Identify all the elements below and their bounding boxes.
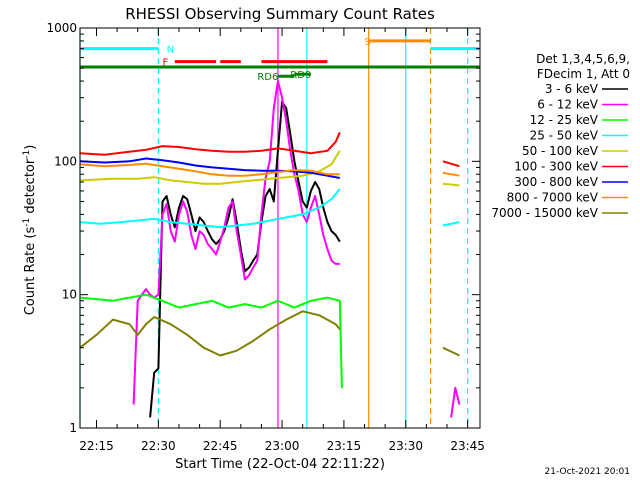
series-line-8-seg-1 bbox=[442, 346, 460, 357]
x-tick-label-1: 22:30 bbox=[141, 439, 176, 453]
series-line-0-seg-0 bbox=[149, 100, 341, 418]
legend-label-6: 300 - 800 keV bbox=[514, 175, 598, 189]
chart-title: RHESSI Observing Summary Count Rates bbox=[125, 5, 435, 23]
legend: Det 1,3,4,5,6,9, FDecim 1, Att 0 3 - 6 k… bbox=[491, 52, 630, 220]
legend-label-7: 800 - 7000 keV bbox=[507, 191, 599, 205]
series-line-4-seg-1 bbox=[442, 182, 460, 187]
x-tick-label-6: 23:45 bbox=[450, 439, 485, 453]
state-bar-label-5: RD6 bbox=[257, 72, 278, 83]
x-axis: 22:15 22:30 22:45 23:00 23:15 23:30 23:45 bbox=[79, 28, 485, 453]
legend-label-2: 12 - 25 keV bbox=[530, 113, 599, 127]
state-bar-label-3: F bbox=[162, 58, 168, 69]
series-line-5-seg-0 bbox=[79, 131, 341, 156]
plot-area: N S F RD6 RD9 bbox=[79, 28, 480, 428]
y-tick-label-1: 10 bbox=[62, 288, 77, 302]
plot-frame bbox=[79, 27, 481, 429]
legend-label-8: 7000 - 15000 keV bbox=[491, 206, 598, 220]
legend-label-4: 50 - 100 keV bbox=[522, 144, 599, 158]
series-line-6-seg-0 bbox=[79, 157, 340, 179]
y-axis: 1 10 100 1000 bbox=[46, 21, 480, 435]
x-axis-label: Start Time (22-Oct-04 22:11:22) bbox=[175, 457, 385, 472]
series-line-3-seg-1 bbox=[442, 221, 460, 227]
legend-label-3: 25 - 50 keV bbox=[530, 129, 599, 143]
y-tick-label-2: 100 bbox=[54, 154, 77, 168]
legend-header-line-2: FDecim 1, Att 0 bbox=[537, 67, 630, 81]
x-tick-label-4: 23:15 bbox=[327, 439, 362, 453]
y-tick-label-3: 1000 bbox=[46, 21, 77, 35]
series-line-5-seg-1 bbox=[442, 160, 460, 168]
series-line-7-seg-0 bbox=[79, 162, 340, 177]
series-line-7-seg-1 bbox=[442, 171, 460, 177]
state-bar-label-0: N bbox=[167, 45, 174, 56]
series-line-2-seg-0 bbox=[79, 293, 343, 388]
legend-header-line-1: Det 1,3,4,5,6,9, bbox=[536, 52, 630, 66]
series-line-1-seg-2 bbox=[450, 386, 461, 418]
x-tick-label-0: 22:15 bbox=[79, 439, 114, 453]
state-bar-label-6: RD9 bbox=[290, 70, 311, 81]
y-axis-label: Count Rate (s-1 detector-1) bbox=[22, 145, 38, 316]
x-tick-label-2: 22:45 bbox=[203, 439, 238, 453]
legend-label-1: 6 - 12 keV bbox=[537, 98, 599, 112]
legend-label-5: 100 - 300 keV bbox=[514, 160, 598, 174]
state-bar-label-2: S bbox=[365, 37, 371, 48]
x-tick-label-3: 23:00 bbox=[265, 439, 300, 453]
series-line-1-seg-1 bbox=[132, 80, 340, 405]
series-line-3-seg-0 bbox=[79, 188, 341, 229]
legend-label-0: 3 - 6 keV bbox=[545, 82, 599, 96]
series-line-8-seg-0 bbox=[79, 310, 341, 357]
y-tick-label-0: 1 bbox=[69, 421, 77, 435]
x-tick-label-5: 23:30 bbox=[388, 439, 423, 453]
timestamp: 21-Oct-2021 20:01 bbox=[545, 467, 630, 477]
